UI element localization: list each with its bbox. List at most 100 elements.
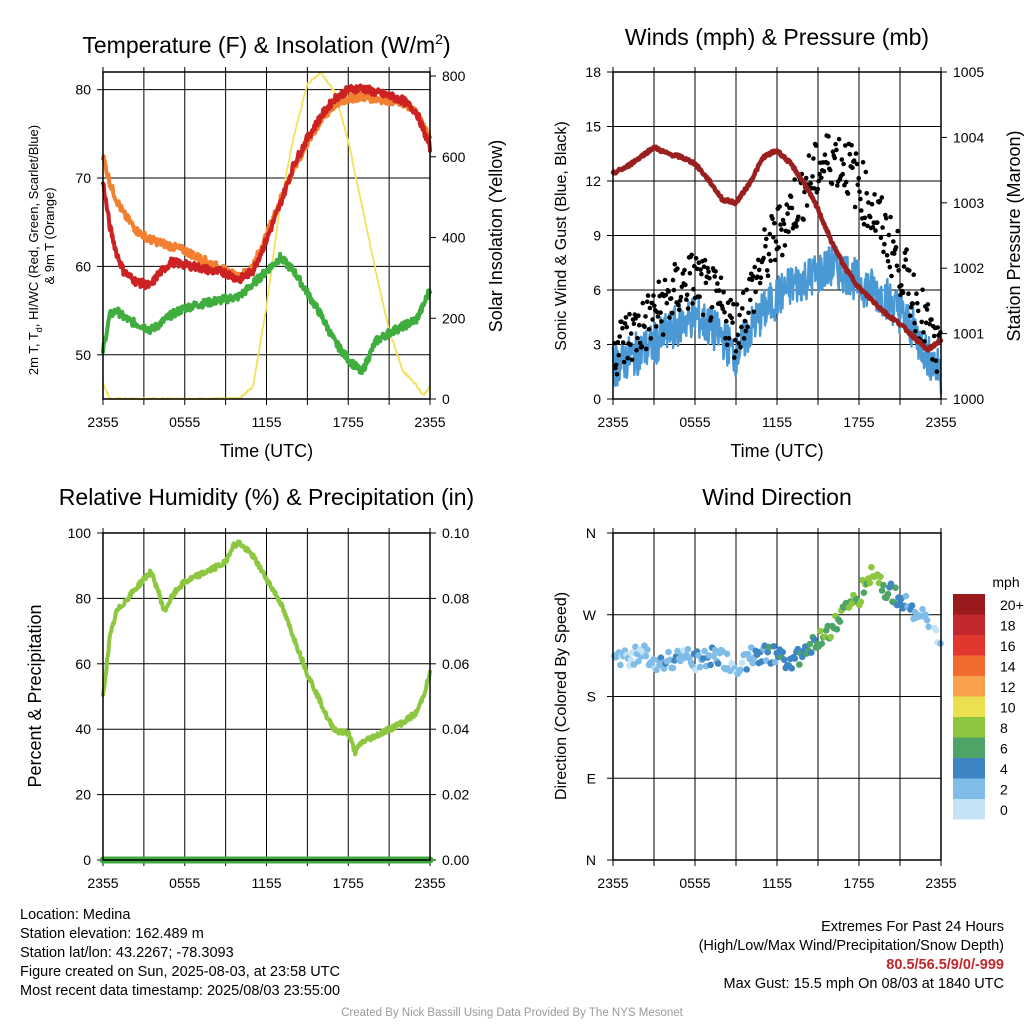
gust-point <box>703 280 709 286</box>
direction-point <box>684 645 692 653</box>
gust-point <box>825 160 830 166</box>
gust-point <box>870 224 876 230</box>
gust-point <box>835 183 840 188</box>
gust-point <box>875 220 880 225</box>
x-tick-label: 1155 <box>762 875 792 891</box>
legend-label: 14 <box>1000 659 1016 675</box>
gust-point <box>895 228 900 234</box>
legend-label: 18 <box>1000 618 1016 634</box>
gust-point <box>664 300 670 306</box>
y-tick-label: 80 <box>75 590 91 606</box>
direction-point <box>635 658 642 665</box>
gust-point <box>765 273 771 279</box>
y-tick-label: E <box>587 770 596 786</box>
gust-point <box>636 322 642 328</box>
direction-point <box>860 589 868 596</box>
gust-point <box>921 330 926 335</box>
gust-point <box>784 202 789 207</box>
gust-point <box>619 319 624 325</box>
gust-point <box>900 290 906 296</box>
y2-tick-label: 0.02 <box>442 787 469 803</box>
x-tick-label: 1155 <box>762 414 792 430</box>
gust-point <box>644 299 650 305</box>
gust-point <box>622 321 628 326</box>
direction-point <box>808 649 815 656</box>
gust-point <box>833 141 838 147</box>
gust-point <box>934 369 940 374</box>
gust-point <box>913 329 918 334</box>
gust-point <box>821 168 827 174</box>
gust-point <box>930 357 935 362</box>
gust-point <box>734 302 740 307</box>
gust-point <box>861 221 867 227</box>
x-tick-label: 2355 <box>925 875 956 891</box>
gust-point <box>697 294 702 300</box>
y-tick-label: 0 <box>593 391 601 407</box>
elevation-text: Station elevation: 162.489 m <box>20 926 204 942</box>
gust-point <box>637 340 643 346</box>
gust-point <box>889 273 894 279</box>
gust-point <box>780 217 786 223</box>
legend-swatch <box>953 799 985 820</box>
gust-point <box>887 264 893 270</box>
direction-point <box>738 659 746 666</box>
legend-swatch <box>953 717 985 738</box>
gust-point <box>758 275 764 281</box>
gust-point <box>855 182 861 187</box>
gust-point <box>676 302 681 308</box>
direction-point <box>665 648 672 656</box>
gust-point <box>931 333 937 339</box>
x-tick-label: 1755 <box>843 875 874 891</box>
gust-point <box>927 321 932 327</box>
gust-point <box>675 266 680 271</box>
gust-point <box>819 175 824 181</box>
y2-tick-label: 800 <box>442 68 466 84</box>
series-line-2m-t <box>101 83 432 291</box>
created-text: Figure created on Sun, 2025-08-03, at 23… <box>20 964 340 980</box>
plot-frame <box>102 71 431 400</box>
legend-swatch <box>953 676 985 697</box>
gust-point <box>658 310 663 315</box>
gust-point <box>904 247 909 252</box>
gust-point <box>716 288 722 293</box>
gust-point <box>635 335 640 341</box>
direction-point <box>617 661 624 669</box>
gust-point <box>678 294 684 300</box>
x-tick-label: 0555 <box>169 875 200 891</box>
x-tick-label: 1755 <box>333 875 364 891</box>
plot-frame <box>612 71 942 400</box>
gust-point <box>740 306 745 311</box>
y2-axis-label: Solar Insolation (Yellow) <box>486 140 506 332</box>
gust-point <box>808 181 813 186</box>
legend-label: 0 <box>1000 802 1008 818</box>
gust-point <box>739 324 744 330</box>
gust-point <box>910 301 916 307</box>
direction-point <box>848 600 856 607</box>
direction-point <box>788 665 796 672</box>
direction-point <box>707 661 714 669</box>
gust-point <box>806 153 812 158</box>
direction-point <box>669 664 677 672</box>
gust-point <box>867 214 873 220</box>
x-axis-label: Time (UTC) <box>220 441 313 461</box>
direction-point <box>737 666 744 674</box>
direction-point <box>925 623 932 631</box>
direction-point <box>887 580 895 588</box>
direction-point <box>796 661 803 668</box>
gust-point <box>915 301 920 306</box>
y2-tick-label: 0 <box>442 391 450 407</box>
gust-point <box>764 268 770 273</box>
gust-point <box>707 275 712 281</box>
gust-point <box>803 175 809 181</box>
gust-point <box>845 191 851 196</box>
gust-point <box>933 358 939 364</box>
y2-tick-label: 1000 <box>953 391 984 407</box>
y-axis-label: 2m T, Td, HI/WC (Red, Green, Scarlet/Blu… <box>26 125 57 375</box>
gust-point <box>623 315 629 320</box>
gust-point <box>935 325 940 330</box>
gust-point <box>908 305 914 310</box>
gust-point <box>616 352 622 358</box>
y2-tick-label: 1003 <box>953 195 984 211</box>
gust-point <box>746 310 751 316</box>
direction-point <box>791 655 799 662</box>
